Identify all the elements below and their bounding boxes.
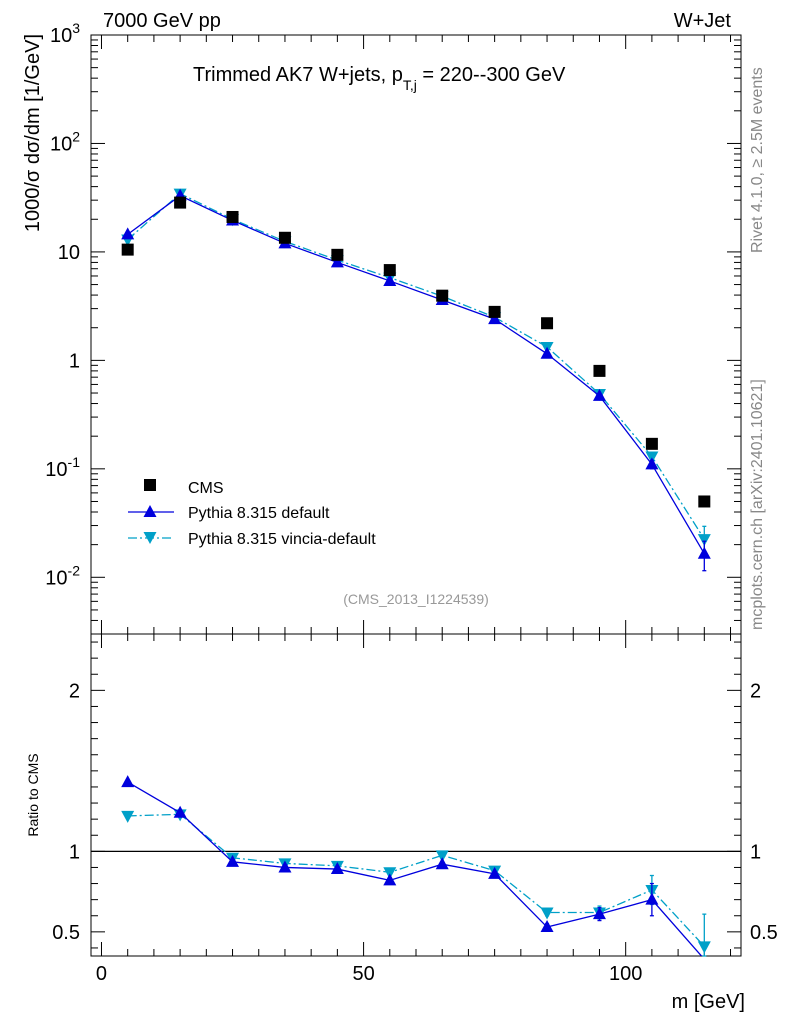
bot-line-pythia-8-315-vincia-default <box>127 813 705 947</box>
process-label: W+Jet <box>674 10 732 32</box>
top-point-triangle-up <box>645 457 659 470</box>
top-point-square <box>488 305 501 318</box>
top-point-triangle-up <box>330 255 344 268</box>
legend-marker-pythia-vincia <box>143 532 157 544</box>
bot-point-triangle-up <box>121 775 135 788</box>
legend-marker-pythia-default <box>143 505 157 517</box>
top-point-square <box>121 243 134 256</box>
x-tick-label: 50 <box>352 963 374 985</box>
bot-point-triangle-up <box>645 892 659 905</box>
analysis-id: (CMS_2013_I1224539) <box>343 591 489 607</box>
bot-point-triangle-up <box>226 854 240 867</box>
bot-point-triangle-up <box>488 866 502 879</box>
plot-title-sub: T,j <box>403 77 417 93</box>
rivet-label: Rivet 4.1.0, ≥ 2.5M events <box>749 67 766 253</box>
top-y-tick-label-base: 10 <box>50 25 72 47</box>
top-ticks <box>91 34 741 635</box>
legend-marker-cms <box>144 479 156 491</box>
bot-point-triangle-up <box>383 873 397 886</box>
top-point-triangle-up <box>121 227 135 240</box>
bot-point-triangle-up <box>330 862 344 875</box>
top-point-triangle-up <box>383 273 397 286</box>
bot-point-triangle-down <box>383 867 397 880</box>
mcplots-label: mcplots.cern.ch [arXiv:2401.10621] <box>749 379 766 630</box>
top-y-tick-label: 10-1 <box>45 454 80 481</box>
top-point-triangle-up <box>488 312 502 325</box>
bot-line-pythia-8-315-default <box>127 781 703 956</box>
bot-point-triangle-down <box>435 850 449 863</box>
top-point-triangle-up <box>540 346 554 359</box>
legend-label-pythia-default: Pythia 8.315 default <box>188 505 330 522</box>
bottom-ticks <box>91 634 741 956</box>
bottom-series <box>121 775 711 957</box>
top-point-square <box>645 437 658 450</box>
plot-title-range: = 220--300 GeV <box>417 64 566 86</box>
top-point-square <box>698 495 711 508</box>
x-axis-label: m [GeV] <box>672 991 745 1013</box>
x-tick-label: 100 <box>609 963 642 985</box>
top-y-tick-label-exponent: 3 <box>72 20 80 36</box>
bot-point-triangle-up <box>435 857 449 870</box>
bottom-y-tick-label-left: 0.5 <box>52 922 80 944</box>
top-point-square <box>593 364 606 377</box>
top-y-tick-label: 103 <box>50 20 80 47</box>
bot-point-triangle-up <box>278 860 292 873</box>
ratio-y-axis-label: Ratio to CMS <box>25 753 41 836</box>
bot-point-triangle-down <box>540 907 554 920</box>
plot-title-main: Trimmed AK7 W+jets, p <box>193 64 403 86</box>
top-line-pythia-8-315-vincia-default <box>127 192 705 540</box>
top-y-tick-label: 10 <box>58 242 80 264</box>
bottom-tick-labels: 0.5 0.5 1 1 2 2 0 50 100 <box>52 680 778 985</box>
bot-point-triangle-up <box>173 805 187 818</box>
bottom-y-tick-label-right: 2 <box>750 680 761 702</box>
top-point-square <box>331 248 344 261</box>
top-point-square <box>541 317 554 330</box>
top-point-square <box>174 196 187 209</box>
top-y-axis-label: 1000/σ dσ/dm [1/GeV] <box>22 34 44 232</box>
top-series <box>121 188 711 572</box>
top-y-tick-label-base: 10 <box>50 133 72 155</box>
top-point-triangle-up <box>697 546 711 559</box>
bot-point-triangle-up <box>592 907 606 920</box>
top-y-tick-label-exponent: -1 <box>68 454 81 470</box>
top-line-pythia-8-315-default <box>127 194 705 555</box>
top-point-triangle-up <box>592 388 606 401</box>
top-y-tick-label-exponent: -2 <box>68 562 81 578</box>
top-point-square <box>278 231 291 244</box>
legend: CMS Pythia 8.315 default Pythia 8.315 vi… <box>128 479 376 548</box>
top-point-triangle-down <box>697 534 711 547</box>
energy-label: 7000 GeV pp <box>103 10 221 32</box>
top-y-tick-label: 102 <box>50 128 80 155</box>
top-y-tick-label: 10-2 <box>45 562 80 589</box>
top-y-tick-label-base: 10 <box>45 567 67 589</box>
top-y-tick-label: 1 <box>69 350 80 372</box>
legend-label-cms: CMS <box>188 480 224 497</box>
bottom-y-tick-label-right: 0.5 <box>750 922 778 944</box>
bottom-y-tick-label-left: 1 <box>69 841 80 863</box>
bottom-panel: 0.5 0.5 1 1 2 2 0 50 100 Ratio to CMS m [GeV] <box>25 633 778 1013</box>
plot-title: Trimmed AK7 W+jets, pT,j = 220--300 GeV <box>193 64 566 93</box>
legend-label-pythia-vincia: Pythia 8.315 vincia-default <box>188 531 376 548</box>
x-tick-label: 0 <box>96 963 107 985</box>
top-point-square <box>436 289 449 302</box>
top-point-square <box>383 264 396 277</box>
bot-point-triangle-up <box>540 920 554 933</box>
top-point-square <box>226 210 239 223</box>
bot-point-triangle-down <box>121 810 135 823</box>
bottom-frame <box>90 633 742 957</box>
top-y-tick-label-base: 10 <box>45 459 67 481</box>
bottom-y-tick-label-left: 2 <box>69 680 80 702</box>
bot-point-triangle-down <box>697 941 711 954</box>
bottom-y-tick-label-right: 1 <box>750 841 761 863</box>
top-y-tick-label-exponent: 2 <box>72 128 80 144</box>
